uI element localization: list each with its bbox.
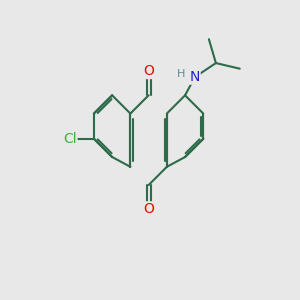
Text: O: O [143, 64, 154, 79]
Text: Cl: Cl [63, 132, 77, 146]
Text: H: H [177, 69, 185, 79]
Text: N: N [190, 70, 200, 84]
Text: O: O [143, 202, 154, 216]
